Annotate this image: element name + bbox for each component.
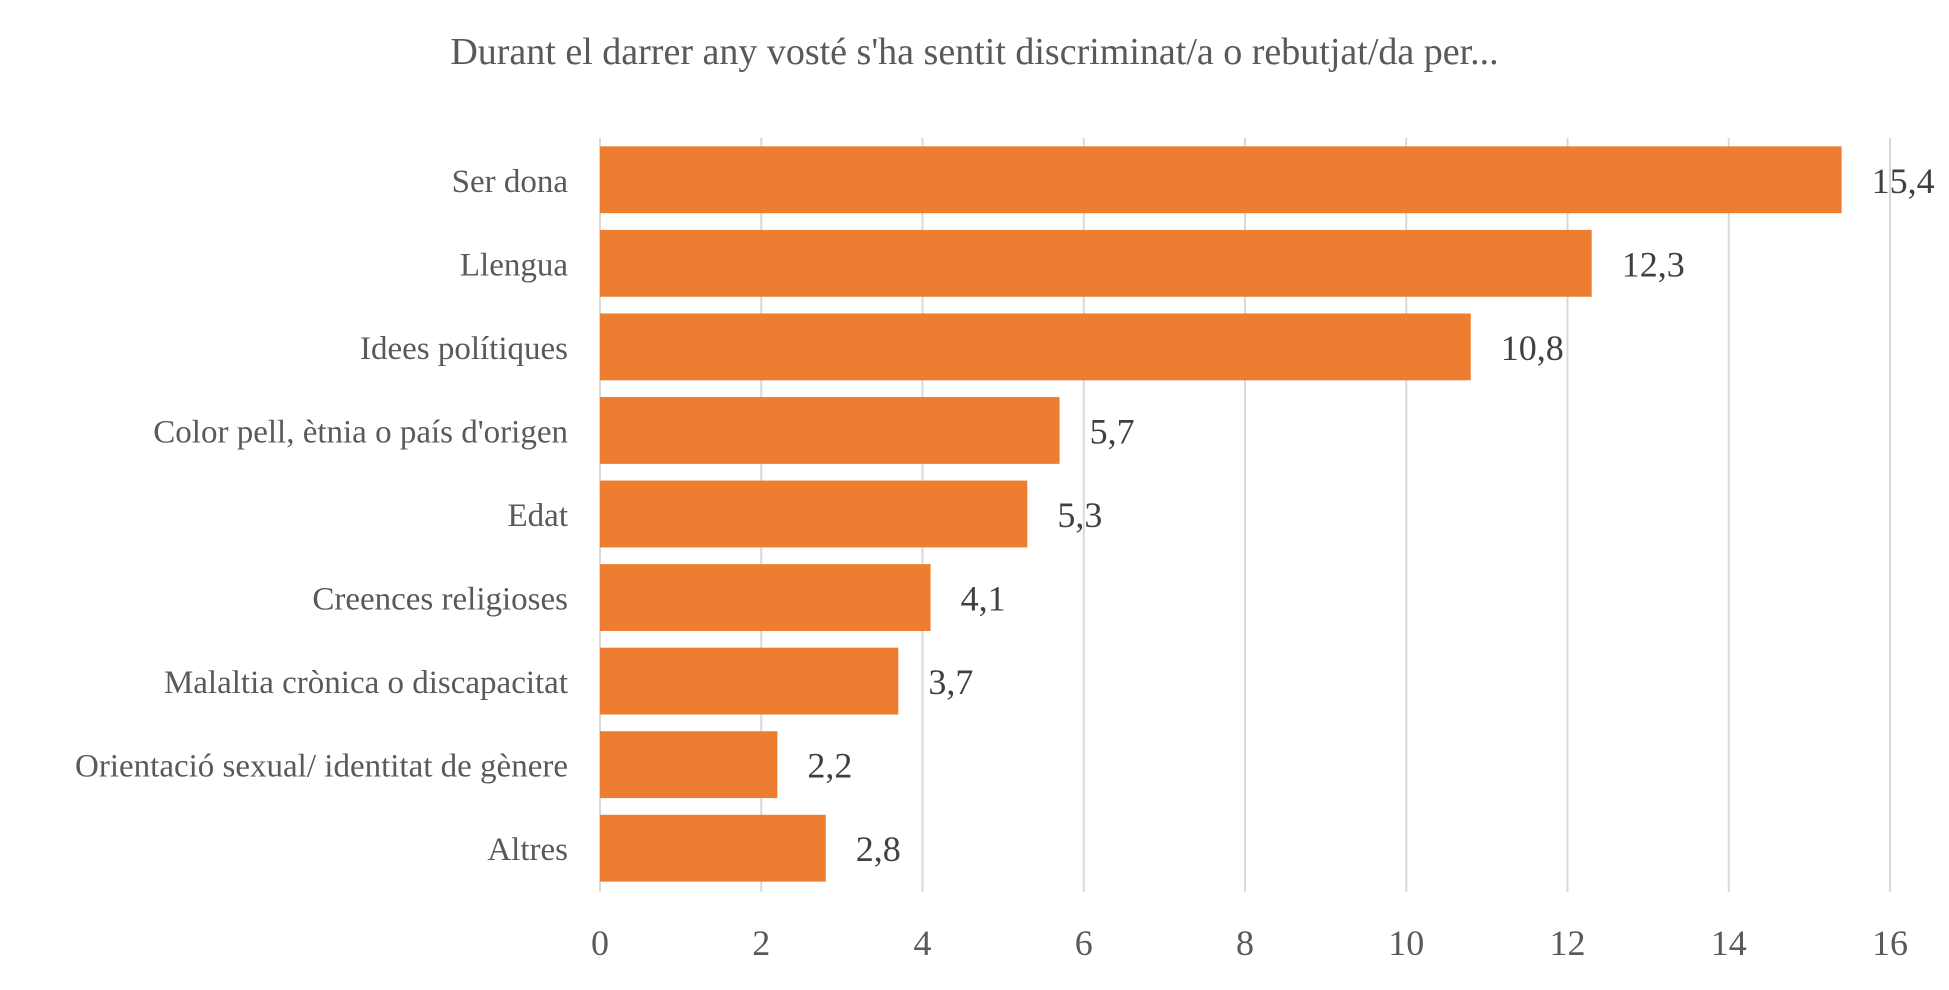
category-label: Idees polítiques xyxy=(360,331,568,367)
category-label: Creences religioses xyxy=(312,582,568,618)
label-layer: 0 2 4 6 8 10 12 14 16 Ser dona 15,4 Llengua 12,3 Idee… xyxy=(75,161,1935,963)
x-tick-label: 12 xyxy=(1550,923,1586,963)
x-tick-label: 10 xyxy=(1388,923,1424,963)
category-label: Llengua xyxy=(460,247,568,283)
x-tick-label: 0 xyxy=(591,923,609,963)
bar xyxy=(600,146,1842,214)
bar xyxy=(600,814,826,882)
bar xyxy=(600,480,1028,548)
bar xyxy=(600,647,899,715)
x-tick-label: 14 xyxy=(1711,923,1747,963)
x-tick-label: 6 xyxy=(1075,923,1093,963)
x-tick-label: 16 xyxy=(1872,923,1908,963)
bar xyxy=(600,564,931,631)
category-label: Edat xyxy=(508,498,568,534)
data-label: 15,4 xyxy=(1872,161,1935,201)
data-label: 3,7 xyxy=(928,662,973,702)
bar-layer xyxy=(600,146,1842,882)
category-label: Color pell, ètnia o país d'origen xyxy=(153,414,568,450)
bar xyxy=(600,313,1471,381)
category-label: Ser dona xyxy=(452,164,569,200)
data-label: 5,3 xyxy=(1057,495,1102,535)
data-label: 5,7 xyxy=(1090,411,1135,451)
category-label: Altres xyxy=(487,832,568,868)
chart-title: Durant el darrer any vosté s'ha sentit d… xyxy=(450,31,1499,73)
category-label: Malaltia crònica o discapacitat xyxy=(164,665,568,701)
data-label: 10,8 xyxy=(1501,328,1564,368)
bar xyxy=(600,397,1060,464)
bar xyxy=(600,731,778,799)
x-tick-label: 8 xyxy=(1236,923,1254,963)
bar xyxy=(600,229,1592,297)
data-label: 12,3 xyxy=(1622,244,1685,284)
category-label: Orientació sexual/ identitat de gènere xyxy=(75,749,568,785)
data-label: 2,2 xyxy=(807,746,852,786)
data-label: 2,8 xyxy=(856,829,901,869)
x-tick-label: 2 xyxy=(752,923,770,963)
x-tick-label: 4 xyxy=(914,923,932,963)
data-label: 4,1 xyxy=(961,579,1006,619)
